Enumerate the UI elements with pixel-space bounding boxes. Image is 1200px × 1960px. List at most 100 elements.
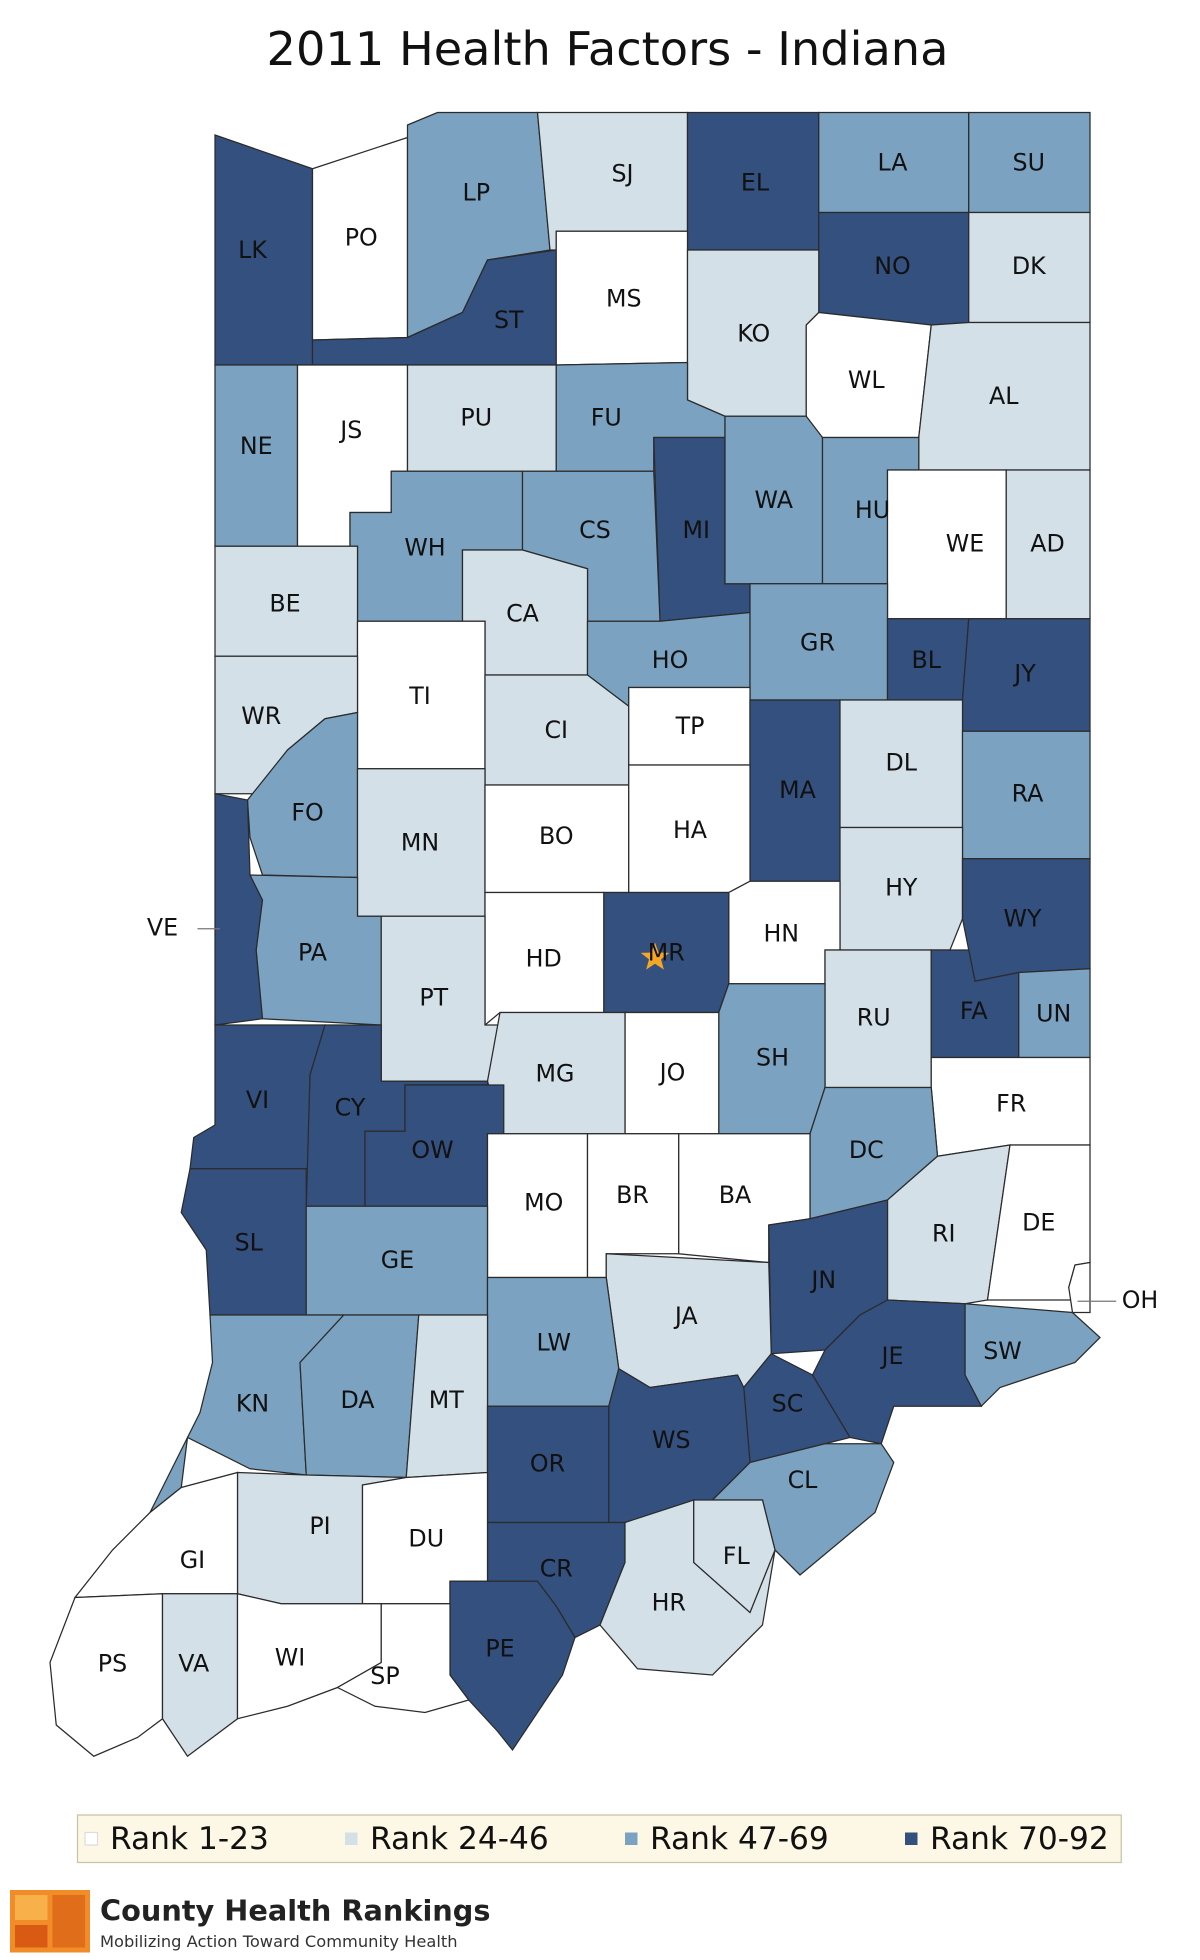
county-label: WY: [1004, 905, 1042, 933]
county-label: AD: [1030, 530, 1065, 558]
county-label: DA: [340, 1386, 375, 1414]
county-label: CS: [579, 516, 611, 544]
county-label: VE: [147, 913, 178, 941]
county-label: MT: [429, 1386, 464, 1414]
county-label: FL: [723, 1542, 751, 1570]
county-label: HR: [652, 1588, 686, 1616]
county-label: PO: [345, 223, 378, 251]
legend-label: Rank 24-46: [370, 1821, 549, 1857]
county-label: NE: [240, 432, 273, 460]
county-label: VA: [178, 1650, 210, 1678]
county: [1068, 1261, 1091, 1314]
county-label: MO: [524, 1188, 563, 1216]
county-label: OR: [530, 1450, 565, 1478]
county-label: SW: [983, 1337, 1022, 1365]
county-label: TI: [408, 682, 431, 710]
county-label: KN: [236, 1390, 269, 1418]
county-label: MG: [536, 1060, 575, 1088]
county-label: MI: [683, 516, 711, 544]
county-label: PE: [485, 1635, 514, 1663]
legend-box: [76, 1814, 1122, 1864]
county-label: CA: [506, 600, 540, 628]
county-label: ST: [494, 306, 524, 334]
county-label: PS: [98, 1650, 127, 1678]
county-label: SJ: [611, 160, 633, 188]
state-map: LK PO LP SJ EL LA SU ST MS NO DK KO WL AL NE JS PU FU MI WA…: [49, 111, 1159, 1758]
county-label: WL: [848, 366, 885, 394]
capital-star: [640, 942, 670, 970]
county-label: PU: [460, 403, 492, 431]
county-label: PA: [298, 938, 328, 966]
county-label: FU: [591, 403, 622, 431]
county-label: VI: [246, 1086, 269, 1114]
county-label: BA: [719, 1181, 752, 1209]
county-label: PT: [419, 983, 448, 1011]
county-label: WI: [275, 1643, 306, 1671]
county-label: DU: [408, 1525, 444, 1553]
county-label: SU: [1013, 148, 1045, 176]
county: [693, 1499, 776, 1614]
county-label: TP: [675, 712, 705, 740]
brand-name: County Health Rankings: [100, 1894, 490, 1928]
county-label: OW: [411, 1136, 453, 1164]
county-label: HA: [673, 816, 708, 844]
county-label: NO: [874, 252, 910, 280]
county-label: JS: [338, 416, 362, 444]
county-label: HU: [855, 496, 890, 524]
county-label: OH: [1122, 1286, 1159, 1314]
county-label: LW: [536, 1328, 571, 1356]
county-label: CY: [335, 1093, 366, 1121]
county-label: WR: [241, 702, 281, 730]
county-label: CR: [540, 1555, 573, 1583]
county-label: RU: [857, 1003, 891, 1031]
county-label: JA: [673, 1302, 699, 1330]
county-label: CL: [788, 1466, 819, 1494]
legend-label: Rank 70-92: [930, 1821, 1109, 1857]
county-label: MN: [401, 828, 439, 856]
logo-mark: [15, 1895, 48, 1920]
county-label: WA: [755, 486, 794, 514]
county-label: SC: [772, 1390, 804, 1418]
logo: [10, 1890, 90, 1953]
county-label: MS: [606, 285, 642, 313]
county-label: AL: [989, 382, 1019, 410]
county-label: JO: [658, 1058, 686, 1086]
county-label: KO: [737, 320, 770, 348]
county-label: LA: [877, 148, 908, 176]
legend: Rank 1-23 Rank 24-46 Rank 47-69 Rank 70-92: [84, 1821, 1109, 1857]
county-label: FA: [960, 997, 988, 1025]
county-label: JY: [1012, 660, 1036, 688]
legend-swatch: [625, 1832, 638, 1845]
county-label: BR: [616, 1181, 649, 1209]
county-label: CI: [544, 716, 568, 744]
county-label: HY: [885, 873, 918, 901]
county-label: WE: [946, 530, 984, 558]
county-label: SH: [756, 1043, 789, 1071]
county-label: LP: [462, 178, 490, 206]
county-label: FO: [291, 798, 323, 826]
county-label: JN: [809, 1266, 836, 1294]
county-label: DK: [1012, 252, 1047, 280]
county-label: GE: [381, 1246, 414, 1274]
legend-label: Rank 1-23: [110, 1821, 269, 1857]
county: [161, 1593, 239, 1758]
county-label: SL: [235, 1228, 264, 1256]
county-label: RA: [1012, 780, 1045, 808]
county-label: DE: [1022, 1208, 1055, 1236]
county-label: BE: [269, 590, 300, 618]
county-label: BL: [911, 646, 941, 674]
legend-swatch: [345, 1832, 358, 1845]
county-label: UN: [1036, 1000, 1071, 1028]
county-label: GI: [180, 1546, 205, 1574]
county-label: BO: [539, 822, 574, 850]
county-label: WH: [404, 533, 445, 561]
county: [336, 1603, 470, 1714]
county-label: FR: [996, 1090, 1026, 1118]
county-label: MA: [779, 776, 816, 804]
county-label: HD: [526, 945, 562, 973]
county-label: HN: [763, 920, 799, 948]
county-label: MR: [648, 938, 685, 966]
county-label: GR: [800, 628, 835, 656]
county-label: DC: [849, 1136, 884, 1164]
